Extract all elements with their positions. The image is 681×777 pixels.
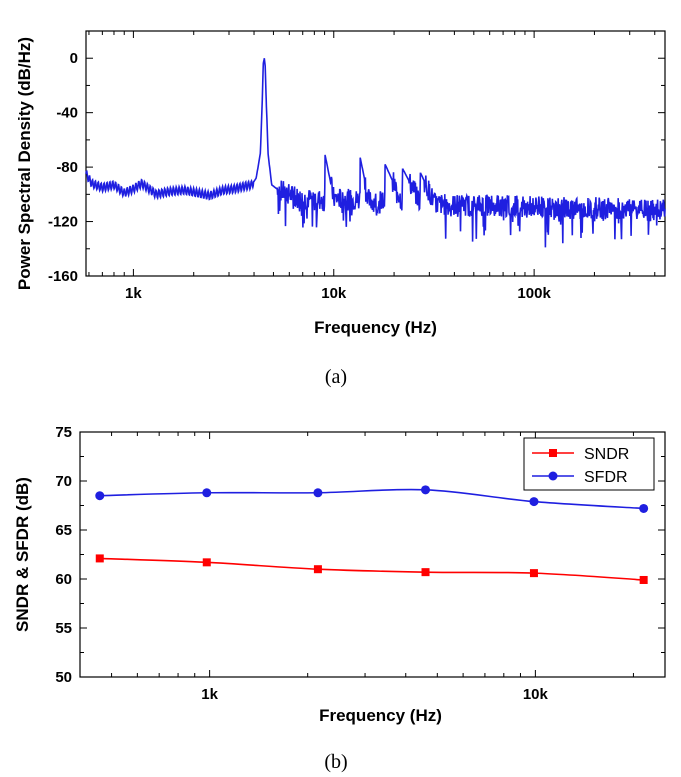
sndr-point — [421, 568, 430, 577]
x-tick-label: 100k — [517, 285, 551, 302]
psd-plot-frame — [85, 30, 666, 277]
sfdr-point — [421, 485, 431, 495]
psd-trace — [85, 58, 666, 248]
sndr-sfdr-chart: 1k 10k 50 55 60 65 70 75 SNDR SFDR Frequency (Hz… — [13, 424, 666, 773]
psd-y-axis-label: Power Spectral Density (dB/Hz) — [15, 37, 34, 290]
legend-label: SNDR — [584, 446, 629, 463]
legend: SNDR SFDR — [523, 437, 655, 491]
sfdr-line — [99, 488, 644, 510]
y-tick-label: 65 — [55, 522, 72, 539]
caption-a: (a) — [325, 366, 347, 388]
sndr-sfdr-series — [95, 485, 649, 584]
sndr-point — [529, 569, 538, 578]
caption-b: (b) — [324, 751, 347, 773]
sndr-x-axis-label: Frequency (Hz) — [319, 706, 442, 725]
y-tick-label: 50 — [55, 669, 72, 686]
sndr-point — [202, 558, 211, 567]
y-tick-label: -80 — [56, 159, 78, 176]
y-tick-label: 75 — [55, 424, 72, 441]
sndr-point — [313, 565, 322, 574]
y-tick-label: -120 — [48, 214, 78, 231]
sndr-y-axis-label: SNDR & SFDR (dB) — [13, 477, 32, 632]
sfdr-point — [529, 497, 539, 507]
legend-label: SFDR — [584, 469, 628, 486]
sndr-line — [99, 557, 644, 581]
sndr-point — [639, 575, 648, 584]
legend-swatch-marker — [548, 471, 558, 481]
x-tick-label: 1k — [201, 686, 218, 703]
psd-axis-ticks: 1k 10k 100k 0 -40 -80 -120 -160 — [48, 31, 665, 302]
legend-box — [523, 437, 655, 491]
sfdr-point — [95, 491, 105, 501]
x-tick-label: 1k — [125, 285, 142, 302]
sfdr-point — [202, 488, 212, 498]
sndr-axis-ticks: 1k 10k 50 55 60 65 70 75 — [55, 424, 665, 703]
y-tick-label: -40 — [56, 105, 78, 122]
y-tick-label: 0 — [70, 50, 78, 67]
y-tick-label: -160 — [48, 268, 78, 285]
y-tick-label: 70 — [55, 473, 72, 490]
y-tick-label: 60 — [55, 571, 72, 588]
x-tick-label: 10k — [321, 285, 347, 302]
x-tick-label: 10k — [523, 686, 549, 703]
y-tick-label: 55 — [55, 620, 72, 637]
psd-series — [85, 58, 666, 248]
sfdr-point — [639, 503, 649, 513]
legend-swatch-marker — [549, 449, 557, 457]
sfdr-point — [313, 488, 323, 498]
psd-x-axis-label: Frequency (Hz) — [314, 318, 437, 337]
sndr-point — [95, 554, 104, 563]
